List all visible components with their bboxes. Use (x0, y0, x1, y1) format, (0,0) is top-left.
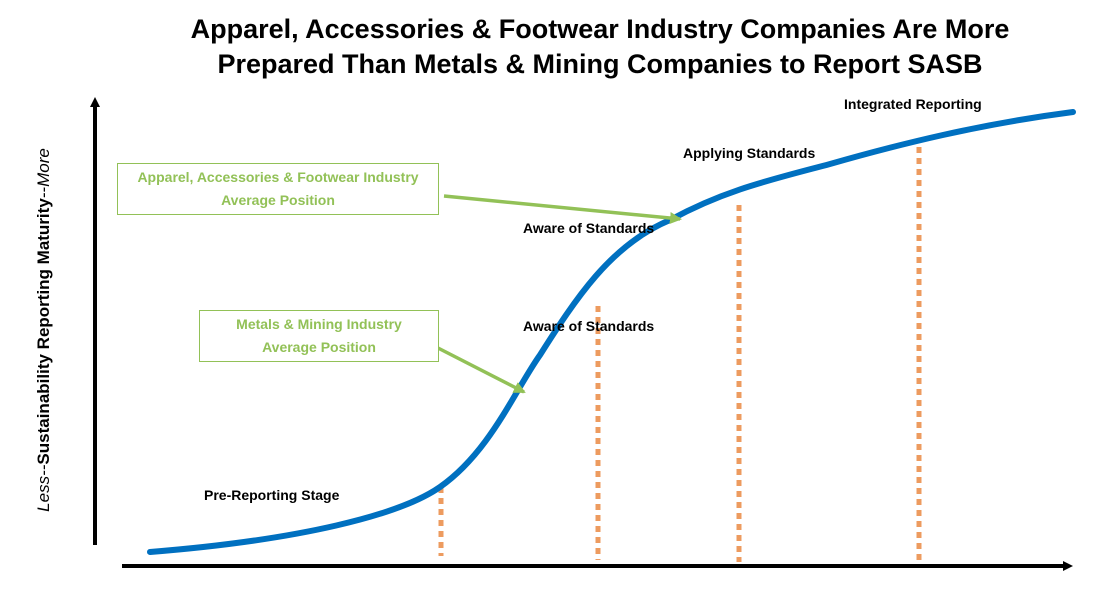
metals-pointer-arrow (437, 346, 526, 394)
apparel-callout-line-2: Average Position (221, 192, 335, 208)
y-axis-less: Less (34, 475, 53, 512)
maturity-curve (147, 109, 1076, 555)
apparel-callout-line-1: Apparel, Accessories & Footwear Industry (137, 169, 419, 185)
metals-position-callout: Metals & Mining Industry Average Positio… (199, 310, 439, 362)
title-line-2: Prepared Than Metals & Mining Companies … (217, 49, 983, 79)
y-axis-more: More (34, 148, 53, 187)
y-axis-separator-2: -- (34, 186, 53, 199)
apparel-position-callout: Apparel, Accessories & Footwear Industry… (117, 163, 439, 215)
stage-label-aware-lower: Aware of Standards (523, 318, 655, 334)
diagram-title: Apparel, Accessories & Footwear Industry… (100, 12, 1100, 82)
y-axis-title: Sustainability Reporting Maturity (34, 198, 53, 465)
apparel-pointer-arrow (443, 194, 682, 225)
stage-label-pre-reporting: Pre-Reporting Stage (204, 487, 340, 503)
y-axis-label: Less--Sustainability Reporting Maturity-… (34, 148, 54, 512)
metals-callout-line-2: Average Position (262, 339, 376, 355)
stage-label-aware-upper: Aware of Standards (523, 220, 655, 236)
metals-callout-line-1: Metals & Mining Industry (236, 316, 402, 332)
y-axis-separator-1: -- (34, 464, 53, 476)
stage-label-integrated: Integrated Reporting (844, 96, 982, 112)
title-line-1: Apparel, Accessories & Footwear Industry… (190, 14, 1010, 44)
stage-label-applying: Applying Standards (683, 145, 816, 161)
